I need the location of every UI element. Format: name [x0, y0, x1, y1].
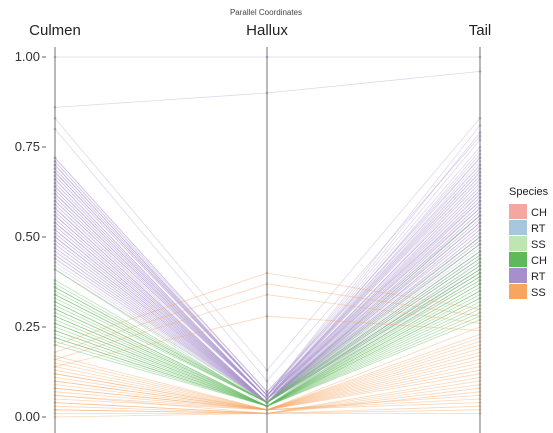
axis-label-hallux: Hallux: [246, 22, 288, 39]
axis-lines: [42, 47, 481, 433]
legend-swatch-ch-2: [509, 252, 527, 267]
legend-label-ch-2: CH: [531, 255, 547, 267]
legend-swatch-rt-1: [509, 220, 527, 235]
legend-swatch-rt-2: [509, 268, 527, 283]
axis-label-culmen: Culmen: [29, 22, 81, 39]
y-tick-label-0-75: 0.75: [15, 139, 40, 154]
axis-label-tail: Tail: [469, 22, 492, 39]
legend-label-ch-1: CH: [531, 207, 547, 219]
legend-label-rt-2: RT: [531, 271, 546, 283]
y-tick-label-0-50: 0.50: [15, 229, 40, 244]
y-tick-label-1-00: 1.00: [15, 49, 40, 64]
legend-label-rt-1: RT: [531, 223, 546, 235]
legend-label-ss-2: SS: [531, 287, 546, 299]
legend: Species CH RT SS CH RT SS: [509, 186, 549, 299]
legend-swatch-ss-1: [509, 236, 527, 251]
legend-swatch-ch-1: [509, 204, 527, 219]
legend-title: Species: [509, 186, 549, 198]
legend-swatch-ss-2: [509, 284, 527, 299]
y-tick-label-0-25: 0.25: [15, 319, 40, 334]
y-tick-label-0-00: 0.00: [15, 409, 40, 424]
legend-label-ss-1: SS: [531, 239, 546, 251]
chart-title: Parallel Coordinates: [230, 8, 302, 17]
